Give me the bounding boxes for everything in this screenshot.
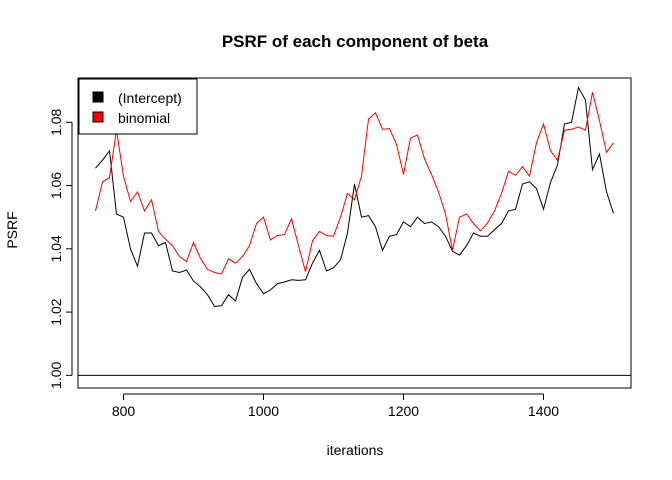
x-axis-label: iterations [327, 442, 384, 458]
series-line-intercept [95, 86, 614, 307]
x-tick-label: 1400 [528, 403, 559, 419]
legend-label-intercept: (Intercept) [118, 90, 182, 106]
y-tick-label: 1.08 [48, 108, 64, 135]
y-axis-label: PSRF [4, 211, 20, 248]
x-tick-label: 800 [112, 403, 136, 419]
legend-swatch-binomial [92, 111, 104, 123]
legend-label-binomial: binomial [118, 110, 170, 126]
legend-box [78, 78, 198, 135]
y-tick-label: 1.06 [48, 172, 64, 199]
plot-area-border [77, 77, 632, 389]
y-tick-label: 1.04 [48, 235, 64, 262]
series-line-binomial [95, 92, 614, 275]
chart-title: PSRF of each component of beta [222, 32, 489, 51]
x-tick-label: 1000 [248, 403, 279, 419]
y-tick-label: 1.02 [48, 298, 64, 325]
legend: (Intercept) binomial [78, 78, 198, 135]
x-tick-label: 1200 [388, 403, 419, 419]
legend-swatch-intercept [92, 91, 104, 103]
y-tick-label: 1.00 [48, 362, 64, 389]
